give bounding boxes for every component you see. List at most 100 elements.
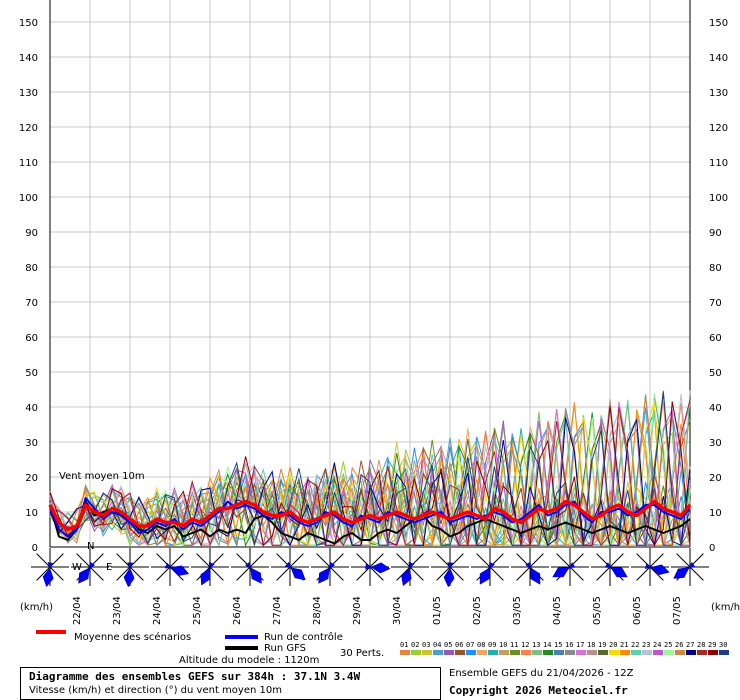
perturbation-id: 30 xyxy=(719,641,727,649)
date-label: 04/05 xyxy=(552,596,563,625)
perturbation-id: 06 xyxy=(455,641,463,649)
wind-direction-wedge xyxy=(401,561,415,587)
wind-rose xyxy=(431,548,469,588)
y-tick-label-right: 10 xyxy=(709,508,722,519)
wind-rose-spoke xyxy=(316,553,331,568)
chart-title: Diagramme des ensembles GEFS sur 384h : … xyxy=(29,670,361,683)
perturbation-id: 23 xyxy=(642,641,650,649)
date-label: 06/05 xyxy=(632,596,643,625)
y-tick-label-right: 100 xyxy=(709,193,728,204)
wind-direction-wedge xyxy=(42,562,54,588)
wind-direction-wedge xyxy=(479,561,495,585)
wind-rose-spoke xyxy=(409,566,424,581)
y-tick-label-right: 140 xyxy=(709,53,728,64)
wind-rose xyxy=(511,548,549,586)
wind-rose xyxy=(671,548,709,586)
date-label: 29/04 xyxy=(352,596,363,625)
wind-rose-spoke xyxy=(449,566,464,581)
wind-rose-spoke xyxy=(689,566,704,581)
wind-rose-spoke xyxy=(156,566,171,581)
wind-rose-spoke xyxy=(289,553,304,568)
date-label: 23/04 xyxy=(112,596,123,625)
legend-label-mean: Moyenne des scénarios xyxy=(74,631,191,643)
perturbation-id: 08 xyxy=(477,641,485,649)
y-tick-label-left: 70 xyxy=(25,298,38,309)
y-tick-label-left: 110 xyxy=(19,158,38,169)
perturbation-swatch xyxy=(620,650,630,655)
date-label: 30/04 xyxy=(392,596,403,625)
y-tick-label-left: 20 xyxy=(25,473,38,484)
perturbation-id: 14 xyxy=(543,641,551,649)
compass-n-label: N xyxy=(87,541,94,552)
perturbation-id: 20 xyxy=(609,641,617,649)
y-tick-label-left: 120 xyxy=(19,123,38,134)
perturbation-id: 07 xyxy=(466,641,474,649)
perturbation-swatch xyxy=(719,650,729,655)
date-label: 22/04 xyxy=(72,596,83,625)
wind-direction-wedge xyxy=(644,562,670,576)
perturbation-swatch xyxy=(708,650,718,655)
wind-direction-wedge xyxy=(78,561,96,584)
perturbation-swatch xyxy=(642,650,652,655)
perturbation-id: 28 xyxy=(697,641,705,649)
y-tick-label-right: 130 xyxy=(709,88,728,99)
wind-direction-wedge xyxy=(123,562,135,588)
wind-direction-wedge xyxy=(552,562,576,578)
wind-rose xyxy=(191,548,229,586)
wind-rose xyxy=(271,548,309,586)
y-tick-label-right: 60 xyxy=(709,333,722,344)
perturbation-swatch xyxy=(675,650,685,655)
y-tick-label-left: 60 xyxy=(25,333,38,344)
y-tick-label-left: 100 xyxy=(19,193,38,204)
perturbation-swatch xyxy=(444,650,454,655)
chart-annotation: Vent moyen 10m xyxy=(59,471,145,482)
y-tick-label-left: 0 xyxy=(32,543,38,554)
wind-rose xyxy=(551,548,589,586)
legend-label-control: Run de contrôle xyxy=(264,631,343,643)
perturbation-swatch xyxy=(433,650,443,655)
chart-grid xyxy=(49,0,691,548)
y-tick-label-left: 50 xyxy=(25,368,38,379)
perturbation-swatch xyxy=(466,650,476,655)
perturbation-swatch xyxy=(543,650,553,655)
y-tick-label-right: 110 xyxy=(709,158,728,169)
y-tick-label-left: 150 xyxy=(19,18,38,29)
perturbation-id: 26 xyxy=(675,641,683,649)
perturbation-id: 04 xyxy=(433,641,441,649)
wind-rose-spoke xyxy=(529,553,544,568)
date-label: 02/05 xyxy=(472,596,483,625)
wind-rose xyxy=(591,548,629,586)
perturbation-swatch xyxy=(565,650,575,655)
perturbation-line-26 xyxy=(49,394,691,547)
perturbation-line-23 xyxy=(49,394,691,548)
wind-rose-spoke xyxy=(436,553,451,568)
legend: Moyenne des scénarios Run de contrôle Ru… xyxy=(36,630,343,654)
wind-direction-wedge xyxy=(200,561,215,586)
wind-rose-spoke xyxy=(209,566,224,581)
date-label: 28/04 xyxy=(312,596,323,625)
perturbation-id: 27 xyxy=(686,641,694,649)
y-tick-label-right: 80 xyxy=(709,263,722,274)
wind-direction-wedge xyxy=(443,562,455,588)
wind-rose-spoke xyxy=(476,553,491,568)
y-tick-label-left: 140 xyxy=(19,53,38,64)
wind-rose-spoke xyxy=(356,566,371,581)
y-tick-label-right: 70 xyxy=(709,298,722,309)
y-tick-label-left: 10 xyxy=(25,508,38,519)
wind-rose-spoke xyxy=(569,566,584,581)
perturbation-id: 10 xyxy=(499,641,507,649)
wind-rose-spoke xyxy=(609,553,624,568)
perturbation-id: 29 xyxy=(708,641,716,649)
chart-subtitle: Vitesse (km/h) et direction (°) du vent … xyxy=(29,685,282,696)
wind-rose-spoke xyxy=(49,566,64,581)
y-tick-label-right: 30 xyxy=(709,438,722,449)
ensemble-run-label: Ensemble GEFS du 21/04/2026 - 12Z xyxy=(449,668,634,679)
wind-rose xyxy=(351,548,391,586)
perturbation-id: 25 xyxy=(664,641,672,649)
perturbation-id: 12 xyxy=(521,641,529,649)
wind-rose-spoke xyxy=(129,566,144,581)
wind-direction-wedge xyxy=(318,561,336,584)
perturbation-id: 17 xyxy=(576,641,584,649)
y-tick-label-right: 150 xyxy=(709,18,728,29)
